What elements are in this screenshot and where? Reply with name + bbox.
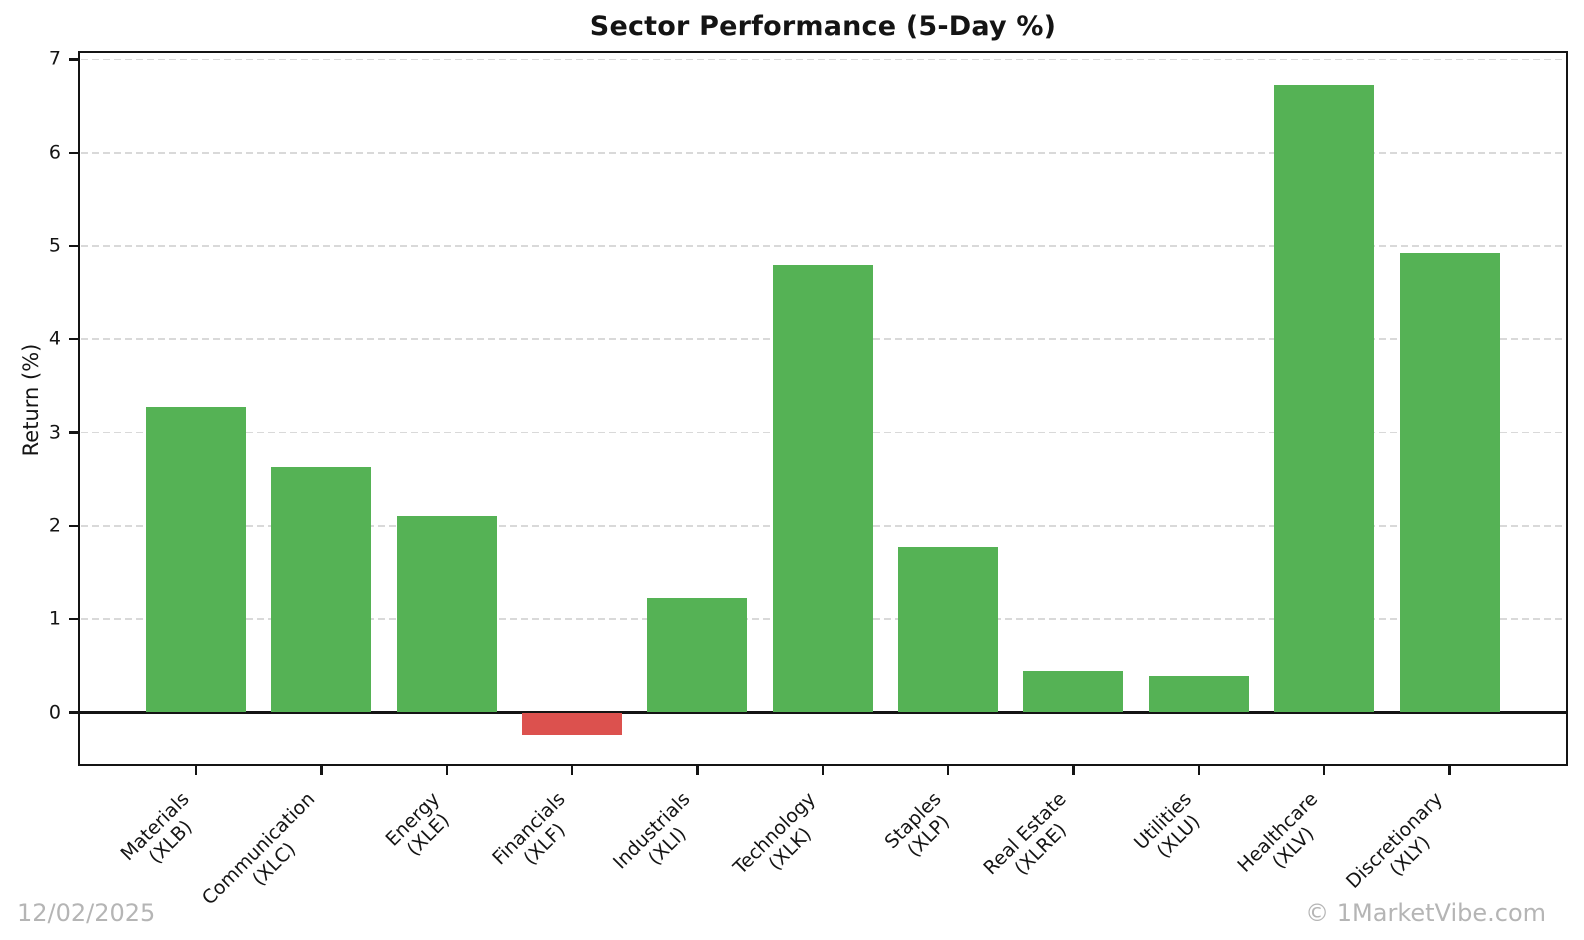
- date-watermark: 12/02/2025: [17, 899, 156, 927]
- y-tick-mark: [69, 58, 78, 61]
- x-tick-label: Communication (XLC): [197, 788, 335, 926]
- x-tick-mark: [1197, 766, 1200, 775]
- y-tick-mark: [69, 524, 78, 528]
- gridline: [81, 151, 1566, 154]
- x-tick-mark: [1448, 766, 1451, 775]
- x-tick-mark: [570, 766, 574, 775]
- chart-title: Sector Performance (5-Day %): [589, 11, 1057, 42]
- bar-xle: [396, 515, 497, 713]
- y-tick-label: 3: [48, 420, 61, 443]
- x-tick-label: Utilities (XLU): [1130, 788, 1212, 870]
- zero-baseline: [78, 711, 1568, 714]
- x-tick-label: Industrials (XLI): [609, 788, 711, 890]
- gridline: [81, 245, 1566, 247]
- y-tick-mark: [69, 151, 78, 154]
- bar-xlu: [1148, 676, 1249, 713]
- bar-xlv: [1274, 84, 1375, 713]
- copyright-watermark: © 1MarketVibe.com: [1305, 899, 1546, 927]
- y-tick-mark: [69, 431, 78, 434]
- x-tick-label: Discretionary (XLY): [1342, 788, 1463, 909]
- y-tick-label: 2: [48, 514, 61, 537]
- bar-xlp: [898, 547, 999, 713]
- x-tick-label: Staples (XLP): [881, 788, 962, 869]
- x-tick-label: Healthcare (XLV): [1233, 788, 1338, 893]
- x-tick-mark: [445, 766, 448, 775]
- y-tick-mark: [69, 244, 78, 248]
- x-tick-mark: [194, 766, 198, 775]
- x-tick-label: Energy (XLE): [382, 788, 461, 867]
- y-tick-label: 5: [48, 234, 61, 257]
- y-tick-mark: [69, 711, 78, 714]
- y-tick-label: 0: [48, 700, 61, 723]
- x-tick-mark: [946, 766, 950, 775]
- bar-xlc: [271, 467, 372, 713]
- y-tick-label: 1: [48, 607, 61, 630]
- y-tick-label: 7: [48, 47, 61, 70]
- x-tick-label: Real Estate (XLRE): [980, 788, 1087, 895]
- bar-xly: [1399, 253, 1500, 713]
- x-tick-mark: [696, 766, 699, 775]
- y-tick-mark: [69, 618, 78, 621]
- bar-xlb: [146, 407, 246, 713]
- x-tick-mark: [320, 766, 323, 775]
- y-tick-label: 4: [48, 327, 61, 350]
- bar-xli: [647, 597, 748, 713]
- x-tick-mark: [1072, 766, 1075, 775]
- y-tick-label: 6: [48, 141, 61, 164]
- x-tick-label: Technology (XLK): [729, 788, 836, 895]
- x-tick-label: Financials (XLF): [488, 788, 586, 886]
- gridline: [81, 58, 1566, 61]
- x-tick-mark: [1322, 766, 1326, 775]
- bar-xlf: [522, 712, 623, 735]
- bar-xlk: [772, 264, 873, 713]
- x-tick-mark: [821, 766, 824, 775]
- y-tick-mark: [69, 338, 78, 341]
- y-axis-label: Return (%): [19, 343, 43, 457]
- bar-xlre: [1023, 671, 1124, 713]
- x-tick-label: Materials (XLB): [116, 788, 209, 881]
